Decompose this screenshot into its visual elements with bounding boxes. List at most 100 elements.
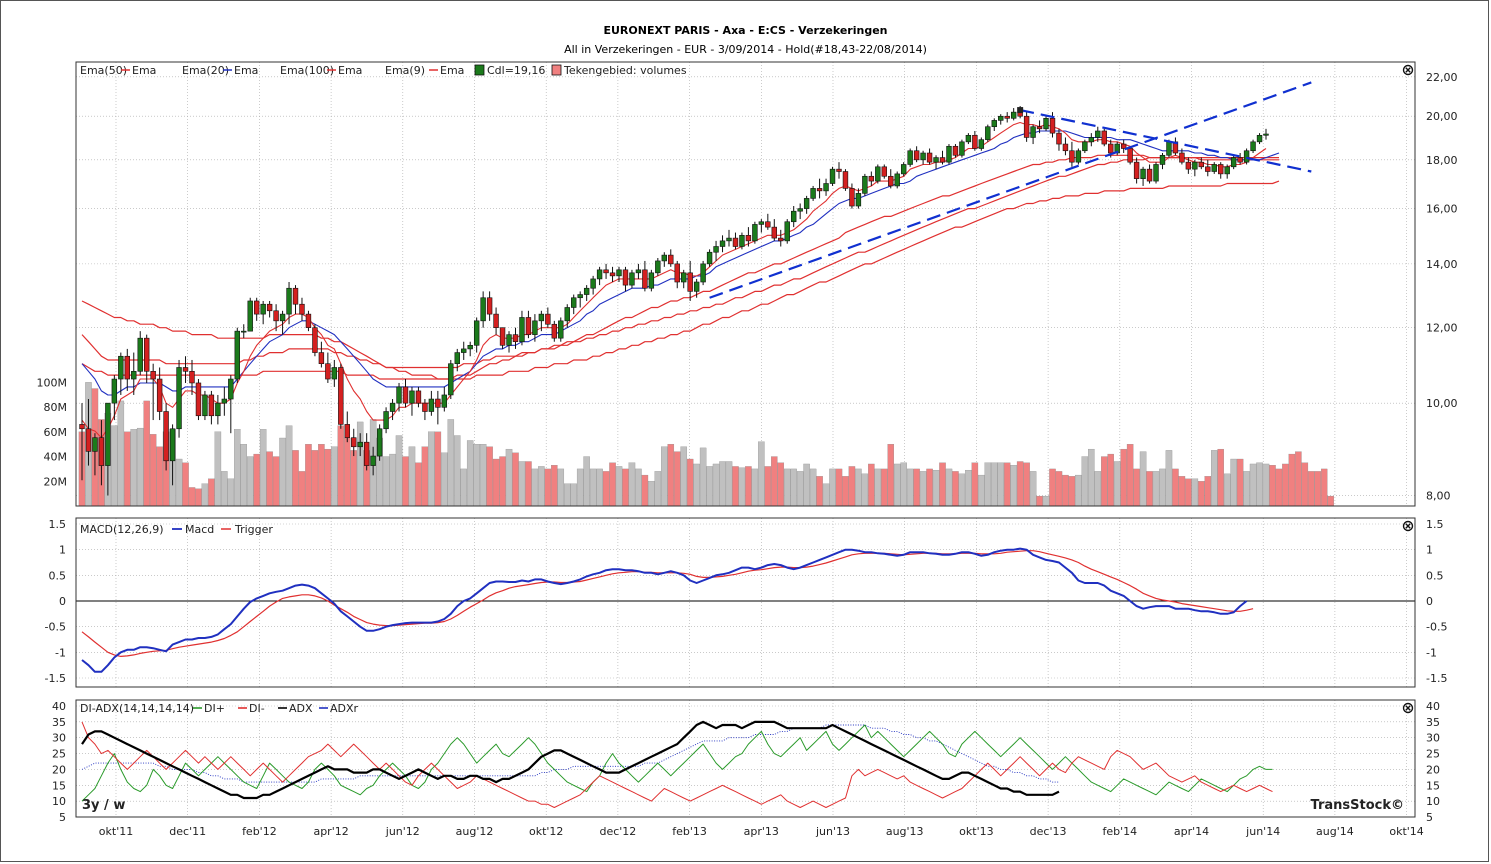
candle-down <box>163 411 169 462</box>
volume-bar <box>1269 465 1276 507</box>
macd-tick-label-left: 1 <box>59 544 66 557</box>
close-icon-cross <box>1405 705 1411 711</box>
volume-bar <box>395 435 403 507</box>
volume-bar <box>149 434 157 507</box>
candle-up <box>241 330 247 333</box>
volume-bar <box>984 462 992 507</box>
candle-up <box>616 269 622 277</box>
volume-tick-label: 40M <box>44 451 68 464</box>
dmi-tick-label-right: 35 <box>1426 716 1440 729</box>
volume-bar <box>648 481 655 507</box>
candle-down <box>299 303 305 315</box>
candle-up <box>596 269 603 280</box>
legend-entry: Ema <box>338 64 362 77</box>
ema50-line <box>81 154 1279 380</box>
di-plus-line <box>81 724 1273 802</box>
volume-bar <box>1152 471 1160 507</box>
volume-bar <box>1120 448 1127 507</box>
candle-down <box>486 297 493 315</box>
ema-long-line <box>81 180 1280 380</box>
volume-legend-icon <box>551 64 562 76</box>
volume-bar <box>803 463 810 507</box>
candle-down <box>292 287 299 305</box>
volume-bar <box>1308 471 1315 507</box>
volume-bar <box>544 468 552 507</box>
candle-down <box>156 378 163 412</box>
candle-up <box>823 183 829 192</box>
volume-bar <box>771 456 778 507</box>
volume-bar <box>175 458 183 507</box>
candle-down <box>525 317 532 335</box>
candle-down <box>422 402 428 412</box>
volume-bar <box>434 431 442 507</box>
candle-up <box>441 394 448 408</box>
volume-bar <box>337 425 345 507</box>
x-tick-label: apr'14 <box>1174 825 1209 838</box>
candle-up <box>260 303 266 315</box>
candle-down <box>1108 143 1114 154</box>
candle-up <box>1082 141 1088 152</box>
volume-bar <box>130 429 138 507</box>
volume-bar <box>1288 453 1296 507</box>
candle-down <box>273 310 279 322</box>
candle-down <box>836 168 842 172</box>
di-minus-line <box>81 721 1273 808</box>
chart-title: EURONEXT PARIS - Axa - E:CS - Verzekerin… <box>603 24 888 37</box>
candle-down <box>1133 161 1140 179</box>
candle-up <box>933 157 939 163</box>
candle-down <box>79 424 85 430</box>
volume-bar <box>473 444 480 507</box>
candle-down <box>888 175 894 187</box>
candle-up <box>862 175 868 194</box>
volume-bar <box>887 444 895 507</box>
volume-bar <box>842 476 849 507</box>
volume-bar <box>1159 468 1166 507</box>
candle-down <box>305 313 312 328</box>
candle-up <box>234 330 240 380</box>
volume-bar <box>1101 456 1108 507</box>
volume-bar <box>318 444 325 507</box>
candle-up <box>532 320 538 335</box>
volume-bar <box>661 446 668 507</box>
candle-up <box>176 367 182 430</box>
candle-up <box>1088 137 1095 143</box>
trigger-legend-entry: Trigger <box>234 523 273 536</box>
volume-bar <box>428 431 435 507</box>
volume-bar <box>1133 468 1140 507</box>
volume-bar <box>136 427 144 507</box>
candle-down <box>195 382 202 417</box>
volume-bar <box>143 400 150 507</box>
macd-tick-label-right: -1 <box>1426 646 1437 659</box>
chart-subtitle: All in Verzekeringen - EUR - 3/09/2014 -… <box>564 43 927 56</box>
volume-bar <box>751 468 759 507</box>
candle-down <box>687 272 693 292</box>
volume-bar <box>1003 462 1011 507</box>
candle-up <box>357 441 363 448</box>
candle-down <box>1101 130 1107 145</box>
candle-down <box>1004 115 1010 119</box>
candle-up <box>907 150 913 165</box>
candle-up <box>1250 141 1256 152</box>
volume-bar <box>156 446 163 507</box>
brand-label: TransStock© <box>1311 798 1404 813</box>
candle-up <box>215 402 221 417</box>
dmi-tick-label-right: 30 <box>1426 732 1440 745</box>
volume-bar <box>615 466 623 507</box>
candle-up <box>900 164 907 175</box>
candle-down <box>266 303 273 312</box>
macd-tick-label-left: -1.5 <box>45 672 66 685</box>
macd-legend-title: MACD(12,26,9) <box>80 523 164 536</box>
volume-bar <box>1327 495 1334 507</box>
volume-bar <box>758 441 765 507</box>
candle-up <box>1043 118 1049 130</box>
x-tick-label: okt'14 <box>1389 825 1423 838</box>
x-tick-label: apr'13 <box>744 825 779 838</box>
volume-bar <box>583 456 590 507</box>
volume-bar <box>1223 473 1231 507</box>
candle-up <box>752 224 758 242</box>
ema20-line <box>81 130 1280 396</box>
volume-bar <box>389 453 396 507</box>
volume-bar <box>906 468 914 507</box>
dmi-tick-label-left: 25 <box>52 748 66 761</box>
volume-bar <box>117 400 125 507</box>
